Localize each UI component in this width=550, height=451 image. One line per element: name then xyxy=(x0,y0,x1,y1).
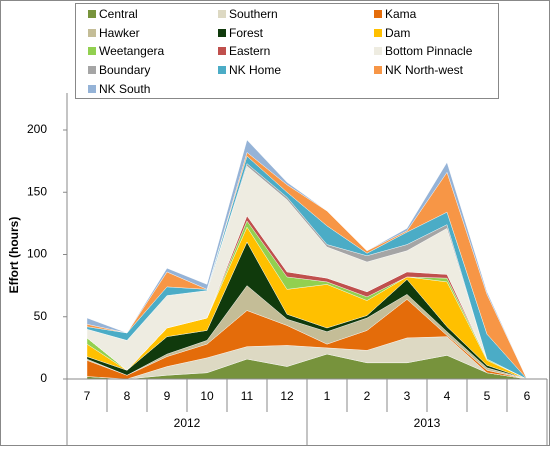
legend-label: Boundary xyxy=(99,63,150,77)
x-tick-label: 10 xyxy=(200,389,214,403)
x-tick-label: 2 xyxy=(364,389,371,403)
legend-swatch xyxy=(218,10,226,18)
y-tick-label: 50 xyxy=(34,309,48,323)
legend-swatch xyxy=(374,10,382,18)
legend-swatch xyxy=(374,66,382,74)
legend-swatch xyxy=(374,47,382,55)
legend-swatch xyxy=(218,47,226,55)
y-tick-label: 100 xyxy=(27,247,47,261)
legend-label: Hawker xyxy=(99,26,140,40)
legend-swatch xyxy=(88,66,96,74)
legend-label: NK South xyxy=(99,82,150,96)
legend-swatch xyxy=(88,29,96,37)
legend-label: Central xyxy=(99,7,138,21)
legend-box xyxy=(75,3,499,99)
y-axis-label: Effort (hours) xyxy=(7,217,21,294)
legend-swatch xyxy=(218,66,226,74)
legend-label: Weetangera xyxy=(99,44,164,58)
legend-swatch xyxy=(88,47,96,55)
legend-label: Dam xyxy=(385,26,410,40)
group-label: 2012 xyxy=(174,416,201,430)
legend-label: Eastern xyxy=(229,44,270,58)
x-tick-label: 7 xyxy=(84,389,91,403)
legend-swatch xyxy=(218,29,226,37)
x-tick-label: 8 xyxy=(124,389,131,403)
legend-label: NK North-west xyxy=(385,63,464,77)
legend-label: Bottom Pinnacle xyxy=(385,44,473,58)
group-label: 2013 xyxy=(414,416,441,430)
legend-swatch xyxy=(88,85,96,93)
x-tick-label: 1 xyxy=(324,389,331,403)
legend-swatch xyxy=(374,29,382,37)
x-tick-label: 6 xyxy=(524,389,531,403)
legend-label: NK Home xyxy=(229,63,281,77)
legend-label: Southern xyxy=(229,7,278,21)
x-tick-label: 11 xyxy=(241,389,254,403)
x-tick-label: 3 xyxy=(404,389,411,403)
legend-label: Kama xyxy=(385,7,417,21)
y-tick-label: 0 xyxy=(40,371,47,385)
area xyxy=(86,139,528,380)
legend-label: Forest xyxy=(229,26,264,40)
y-tick-label: 150 xyxy=(27,184,47,198)
x-tick-label: 9 xyxy=(164,389,171,403)
y-tick-label: 200 xyxy=(27,122,47,136)
x-tick-label: 12 xyxy=(280,389,294,403)
x-tick-label: 4 xyxy=(444,389,451,403)
legend-swatch xyxy=(88,10,96,18)
x-tick-label: 5 xyxy=(484,389,491,403)
